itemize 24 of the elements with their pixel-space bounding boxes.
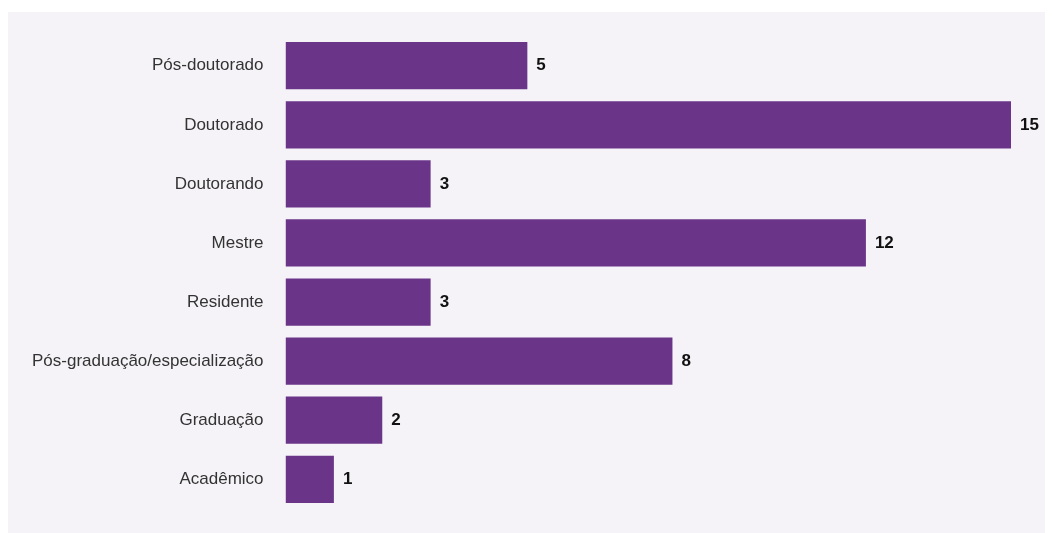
bar: [285, 337, 673, 385]
data-label: 3: [439, 173, 450, 193]
y-tick-label: Graduação: [179, 409, 264, 429]
data-label: 1: [342, 468, 353, 488]
bar: [285, 396, 383, 444]
y-tick-label: Doutorado: [184, 114, 264, 134]
data-label: 15: [1020, 114, 1039, 134]
y-tick-label: Doutorando: [174, 173, 264, 193]
bar: [285, 160, 431, 208]
data-label: 3: [439, 291, 450, 311]
data-label: 2: [391, 409, 401, 429]
bar: [285, 219, 866, 267]
data-label: 12: [874, 232, 894, 252]
bar: [285, 42, 528, 90]
y-tick-label: Pós-doutorado: [152, 55, 264, 75]
y-tick-label: Residente: [186, 291, 264, 311]
bar: [285, 455, 334, 503]
bar: [285, 101, 1011, 149]
bar: [285, 278, 431, 326]
y-tick-label: Acadêmico: [179, 468, 264, 488]
y-tick-label: Mestre: [211, 232, 264, 252]
y-tick-label: Pós-graduação/especialização: [31, 350, 264, 370]
data-label: 5: [536, 55, 546, 75]
data-label: 8: [681, 350, 691, 370]
